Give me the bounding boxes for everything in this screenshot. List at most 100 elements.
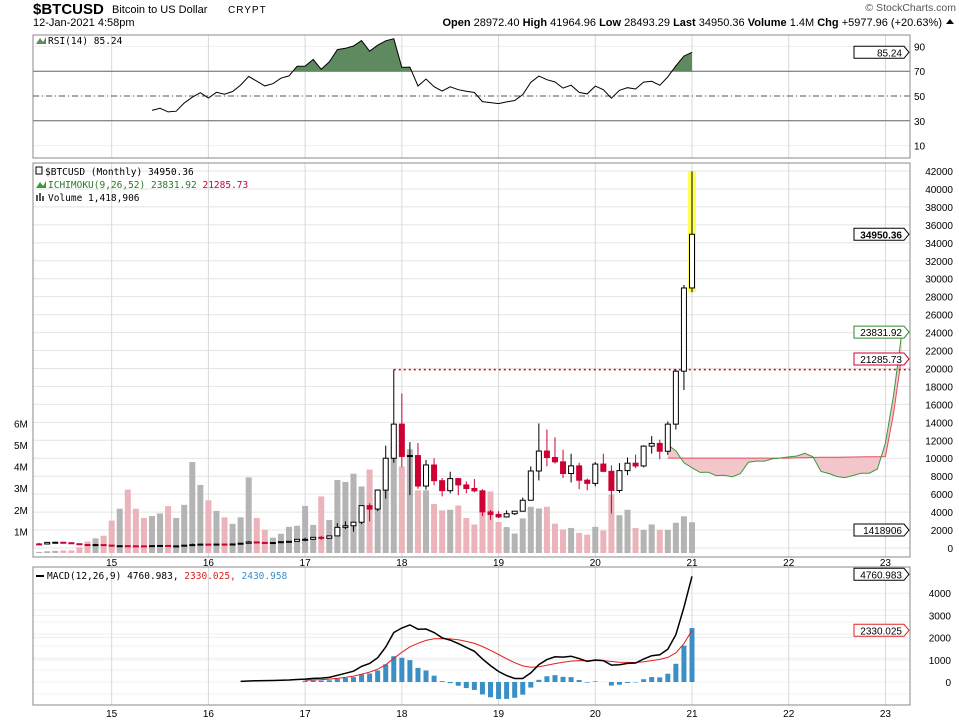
- candle-body: [568, 465, 575, 474]
- candle: [463, 481, 470, 494]
- candle: [237, 542, 244, 545]
- candle: [148, 545, 155, 548]
- candle-body: [471, 487, 478, 492]
- candle: [648, 436, 655, 454]
- macd-histogram-bar: [681, 645, 687, 682]
- volume-bar: [495, 521, 502, 553]
- candle-body: [76, 543, 83, 546]
- macd-histogram-bar: [431, 675, 437, 682]
- candle: [197, 543, 204, 546]
- candle-body: [608, 470, 615, 491]
- macd-histogram-bar: [536, 679, 542, 682]
- rsi-value-tag-text: 85.24: [877, 48, 902, 59]
- macd-histogram-bar: [608, 682, 614, 686]
- volume-bar: [286, 526, 292, 553]
- volume-bar: [374, 489, 381, 553]
- candle: [245, 540, 252, 544]
- macd-tick-label: 1000: [929, 656, 952, 667]
- rsi-overbought-fill: [151, 38, 692, 72]
- candle-body: [350, 521, 357, 527]
- x-tick-label-bottom: 19: [493, 709, 505, 720]
- ichimoku-a-tag: 23831.92: [853, 325, 910, 339]
- volume-bar: [334, 479, 341, 553]
- volume-bar: [318, 496, 325, 553]
- candle: [535, 423, 542, 481]
- candle-body: [672, 370, 679, 425]
- price-tick-label: 0: [947, 544, 953, 555]
- candle-body: [648, 442, 655, 447]
- x-tick-label: 21: [686, 558, 698, 569]
- x-tick-label: 18: [396, 558, 408, 569]
- volume-bar: [503, 527, 510, 553]
- volume-bar: [157, 513, 164, 553]
- candle: [165, 544, 172, 547]
- macd-histogram-bar: [665, 673, 671, 682]
- volume-bar: [213, 510, 220, 553]
- candle-body: [551, 457, 558, 463]
- candle-body: [148, 545, 155, 548]
- candle-body: [543, 450, 550, 459]
- triangle-up-icon: [946, 19, 954, 24]
- candle: [640, 445, 647, 468]
- volume-bar: [382, 460, 389, 553]
- x-tick-label-bottom: 17: [300, 709, 312, 720]
- candle-body: [664, 423, 671, 452]
- volume-bar: [455, 505, 462, 553]
- x-tick-label-bottom: 16: [203, 709, 215, 720]
- volume-bar: [205, 500, 212, 553]
- macd-histogram-bar: [367, 673, 373, 682]
- macd-tick-label: 0: [945, 678, 951, 689]
- price-tick-label: 34000: [925, 239, 953, 250]
- candle: [84, 544, 91, 547]
- candle-body: [656, 442, 663, 452]
- volume-bar: [568, 527, 575, 553]
- macd-histogram-bar: [407, 660, 413, 682]
- candle-body: [600, 463, 607, 472]
- candle-body: [616, 470, 623, 491]
- rsi-legend: RSI(14) 85.24: [36, 36, 123, 47]
- candle-body: [640, 445, 647, 467]
- x-tick-label: 17: [300, 558, 312, 569]
- price-tick-label: 14000: [925, 418, 953, 429]
- candle: [592, 462, 599, 487]
- candle: [447, 471, 454, 494]
- ichimoku-cloud: [667, 334, 902, 478]
- rsi-value-tag-box: [853, 45, 910, 59]
- candle-body: [527, 470, 534, 501]
- symbol: $BTCUSD: [33, 1, 104, 18]
- candle: [100, 544, 107, 547]
- volume-bar: [551, 523, 558, 553]
- candle-body: [406, 455, 413, 458]
- volume-bar: [592, 526, 599, 553]
- volume-bar: [132, 508, 139, 553]
- candle-body: [140, 545, 147, 548]
- candle-body: [511, 510, 518, 515]
- macd-histogram-bar: [576, 680, 582, 682]
- brand-logo[interactable]: © StockCharts.com: [865, 2, 956, 14]
- candle: [124, 545, 131, 548]
- candle: [511, 510, 518, 515]
- candle: [60, 541, 67, 544]
- candle: [439, 477, 446, 497]
- volume-bar: [398, 466, 405, 553]
- candle: [68, 542, 75, 545]
- candle: [189, 543, 196, 547]
- macd-histogram-bar: [479, 682, 485, 695]
- candle-body: [132, 545, 139, 548]
- candle-body: [487, 511, 494, 515]
- price-tick-label: 10000: [925, 454, 953, 465]
- macd-histogram-bar: [496, 682, 502, 699]
- macd-histogram-bar: [391, 656, 397, 682]
- macd-histogram-bar: [528, 682, 534, 688]
- candle: [76, 543, 83, 546]
- candle: [527, 466, 534, 501]
- volume-bar: [237, 517, 244, 553]
- macd-histogram-bar: [641, 679, 647, 682]
- volume-bar: [632, 527, 639, 553]
- volume-bar: [36, 551, 43, 553]
- macd-histogram-bar: [383, 664, 389, 682]
- volume-bar: [616, 515, 623, 553]
- candle-body: [294, 538, 301, 542]
- x-tick-label: 20: [590, 558, 602, 569]
- volume-bar: [342, 481, 349, 553]
